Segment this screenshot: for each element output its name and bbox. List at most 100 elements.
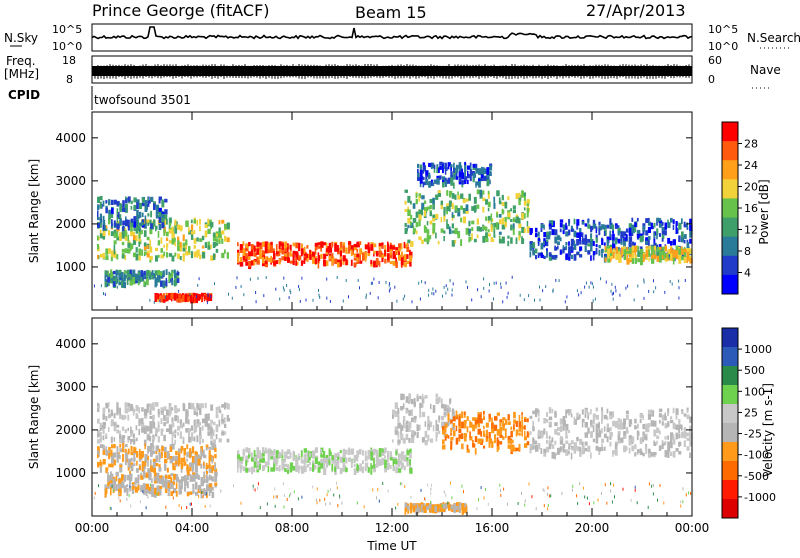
heatmap-cell [341,501,343,505]
heatmap-cell [398,459,402,465]
heatmap-cell [469,436,473,441]
heatmap-cell [394,285,396,289]
heatmap-cell [339,450,342,454]
heatmap-cell [177,408,180,412]
heatmap-cell [573,244,577,250]
heatmap-cell [273,253,276,260]
heatmap-cell [444,180,447,187]
heatmap-cell [389,282,391,286]
heatmap-cell [421,393,424,400]
heatmap-cell [455,437,459,445]
heatmap-cell [108,447,111,453]
heatmap-cell [500,489,501,493]
heatmap-cell [181,476,185,482]
heatmap-cell [160,237,163,244]
heatmap-cell [323,462,326,470]
heatmap-cell [295,251,299,256]
heatmap-cell [446,421,450,427]
heatmap-cell [476,189,480,195]
heatmap-cell [486,168,489,173]
nsky-tick-top: 10^5 [52,23,82,36]
heatmap-cell [475,163,478,170]
heatmap-cell [535,410,537,418]
heatmap-cell [350,245,354,252]
heatmap-cell [510,208,512,212]
heatmap-cell [521,226,525,233]
heatmap-cell [267,455,270,461]
heatmap-cell [645,250,649,257]
heatmap-cell [185,428,189,433]
heatmap-cell [150,483,151,487]
heatmap-cell [678,253,682,258]
heatmap-cell [458,419,461,426]
heatmap-cell [548,252,552,257]
heatmap-cell [149,239,151,247]
heatmap-cell [642,431,645,436]
heatmap-cell [480,169,485,176]
heatmap-cell [166,218,168,225]
heatmap-cell [345,247,348,254]
heatmap-cell [458,506,461,513]
heatmap-cell [628,419,633,425]
heatmap-cell [570,447,575,451]
heatmap-cell [472,163,476,168]
heatmap-cell [472,443,476,448]
heatmap-cell [461,172,465,180]
heatmap-cell [581,418,585,423]
heatmap-cell [138,453,142,460]
heatmap-cell [221,252,225,259]
heatmap-cell [667,441,671,448]
heatmap-cell [546,239,549,243]
heatmap-cell [192,296,195,303]
heatmap-cell [123,270,128,274]
heatmap-cell [606,423,609,428]
heatmap-cell [179,435,182,439]
heatmap-cell [437,503,440,508]
heatmap-cell [672,219,675,224]
heatmap-cell [286,498,288,501]
heatmap-cell [210,432,214,437]
heatmap-cell [262,458,266,462]
heatmap-cell [182,436,185,441]
heatmap-cell [256,466,260,470]
heatmap-cell [554,422,558,427]
heatmap-cell [451,230,455,234]
heatmap-cell [99,213,102,220]
heatmap-cell [224,417,226,423]
heatmap-cell [477,288,479,292]
heatmap-cell [395,466,399,474]
heatmap-cell [568,446,571,450]
freq-unit-label: [MHz] [4,67,39,81]
heatmap-cell [389,244,393,250]
heatmap-cell [469,175,472,182]
heatmap-cell [432,222,436,227]
heatmap-cell [160,418,163,424]
heatmap-cell [678,441,682,446]
heatmap-cell [207,413,210,421]
heatmap-cell [670,451,673,456]
heatmap-cell [171,238,175,245]
heatmap-cell [166,237,169,241]
heatmap-cell [451,202,454,210]
heatmap-cell [342,462,346,470]
heatmap-cell [330,488,331,492]
heatmap-cell [140,475,144,480]
heatmap-cell [415,222,419,228]
heatmap-cell [164,451,167,459]
heatmap-cell [198,296,202,300]
heatmap-cell [429,504,432,509]
heatmap-cell [192,474,196,478]
colorbar-swatch [722,255,738,276]
heatmap-cell [111,199,114,205]
heatmap-cell [625,228,629,233]
heatmap-cell [127,248,131,254]
heatmap-cell [197,474,200,480]
heatmap-cell [138,419,141,426]
heatmap-cell [547,504,549,507]
heatmap-cell [607,256,611,263]
heatmap-cell [643,278,645,282]
heatmap-cell [554,453,556,460]
heatmap-cell [119,438,122,443]
heatmap-cell [166,244,168,251]
heatmap-cell [104,487,108,494]
